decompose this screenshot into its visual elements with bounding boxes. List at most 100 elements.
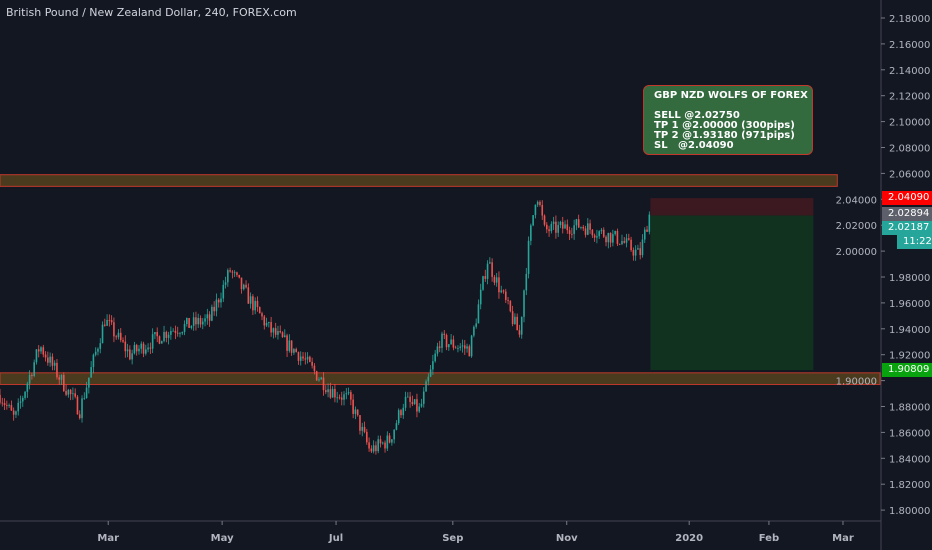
candle-body [115,336,117,338]
candle-body [6,405,8,406]
candle-body [0,394,1,403]
candle-body [318,379,320,381]
note-line: SL @2.04090 [654,140,734,151]
candle-body [206,314,209,319]
candle-body [548,229,550,232]
candle-body [616,230,619,244]
y-tick-label: 2.14000 [889,66,930,77]
note-line: SELL @2.02750 [654,110,740,121]
candle-body [279,331,282,333]
candle-body [514,316,516,325]
y-tick-label: 1.90000 [836,377,877,388]
candle-body [541,205,544,216]
candle-body [227,270,229,283]
candle-body [354,409,357,414]
candle-body [477,304,480,324]
candle-body [94,351,97,355]
candle-body [596,236,598,238]
candle-body [261,313,263,317]
candle-body [584,228,587,235]
candle-body [3,403,6,406]
candle-body [518,330,521,335]
candle-body [217,299,220,303]
candle-body [69,389,72,395]
candle-body [400,410,402,416]
candle-body [268,322,270,323]
candle-body [42,347,45,355]
candle-body [138,348,140,352]
candle-body [520,316,523,335]
candle-body [37,349,40,352]
candle-body [593,235,596,238]
x-tick-label: 2020 [675,533,703,544]
candle-body [229,270,231,272]
candle-body [623,241,626,243]
candle-body [587,223,589,235]
candle-body [347,392,350,394]
note-line: TP 2 @1.93180 (971pips) [654,130,795,141]
candle-body [72,393,74,395]
candle-body [637,248,639,250]
candle-body [188,317,190,328]
candle-body [322,377,325,391]
candle-body [573,225,575,234]
candle-body [402,407,405,416]
candle-body [582,226,585,229]
candle-body [534,204,537,216]
candle-body [568,230,571,234]
candle-body [44,354,47,358]
candle-body [388,435,391,443]
candle-body [418,406,421,412]
candle-body [500,290,503,293]
candle-body [404,396,407,408]
candle-body [151,334,154,349]
candle-body [17,402,20,412]
trade-note: GBP NZD WOLFS OF FOREX SELL @2.02750 TP … [643,85,813,155]
candle-body [577,219,580,228]
candle-body [78,414,81,419]
candle-body [53,362,56,366]
candle-body [509,300,512,312]
candle-body [393,429,395,440]
candle-body [432,361,434,370]
candle-body [641,239,644,256]
candle-body [254,300,256,311]
price-tag: 2.04090 [882,191,932,206]
y-tick-label: 2.06000 [889,169,930,180]
candle-body [195,317,197,325]
candle-body [113,322,115,337]
candle-body [165,331,168,338]
candle-body [324,390,327,393]
candle-body [15,411,17,415]
candle-body [470,335,473,357]
candle-body [1,402,4,404]
candle-body [76,396,79,415]
candle-body [384,442,386,449]
candle-body [359,415,361,431]
candle-body [634,249,637,256]
candle-body [416,399,418,412]
candle-body [245,284,247,288]
candle-body [40,347,42,352]
candle-body [443,333,446,336]
candle-body [167,334,170,338]
candle-body [552,221,555,224]
candle-body [104,324,106,326]
candle-body [60,374,63,380]
candle-body [564,224,566,229]
candle-body [468,346,471,357]
candle-body [320,377,323,380]
candle-body [377,439,380,452]
candle-body [327,389,329,393]
candle-body [409,396,411,402]
candle-body [122,340,124,342]
candle-body [559,221,562,226]
candle-body [621,241,623,245]
candle-body [504,291,507,300]
candle-body [65,391,67,395]
candle-body [370,448,373,452]
candle-body [297,352,300,361]
candle-body [92,354,95,368]
candle-body [231,271,234,273]
